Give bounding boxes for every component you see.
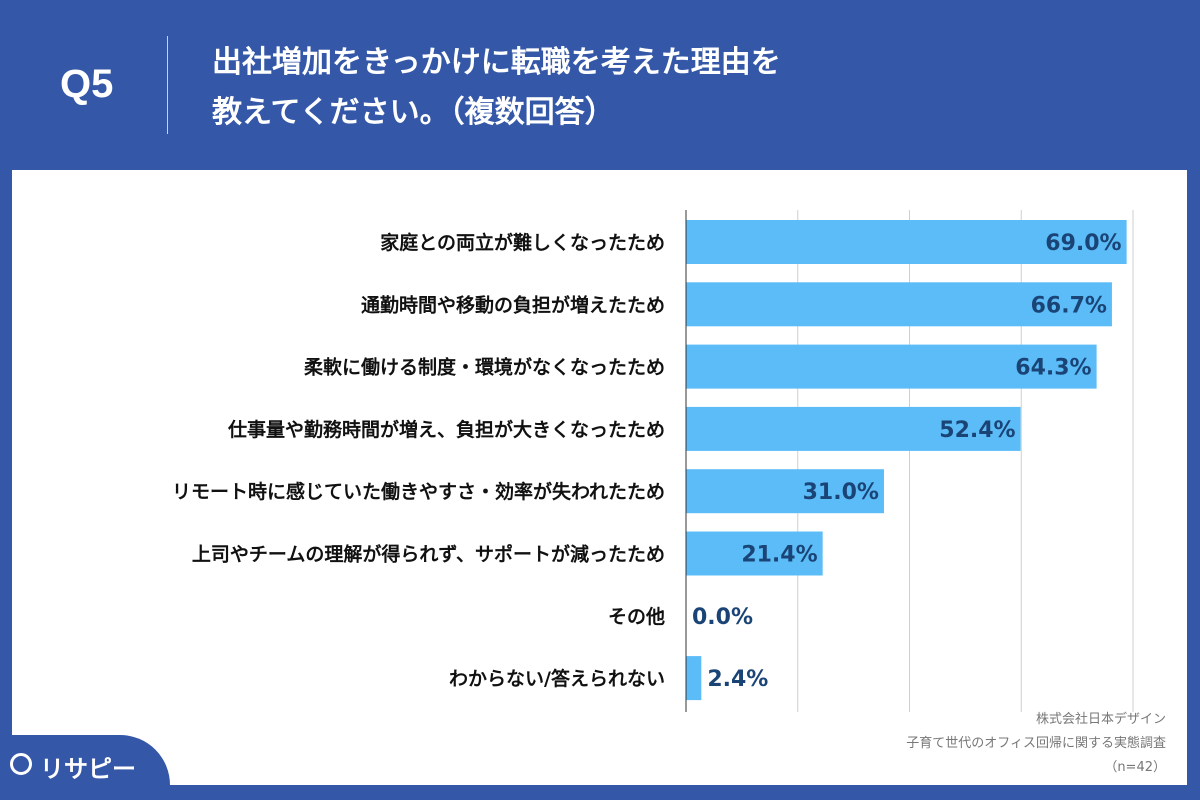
title-line-1: 出社増加をきっかけに転職を考えた理由を (212, 45, 781, 80)
category-label: わからない/答えられない (449, 667, 665, 690)
bar (686, 469, 884, 514)
value-label: 66.7% (1031, 293, 1107, 318)
question-number: Q5 (60, 62, 114, 106)
logo-text: リサピー (40, 755, 136, 783)
title-line-2: 教えてください。（複数回答） (212, 95, 615, 130)
value-label: 2.4% (707, 667, 768, 692)
value-label: 0.0% (692, 605, 753, 630)
logo: リサピー (0, 735, 170, 800)
bar (686, 406, 1021, 451)
category-label: 柔軟に働ける制度・環境がなくなったため (304, 356, 665, 379)
source-survey: 子育て世代のオフィス回帰に関する実態調査 (906, 736, 1166, 751)
value-label: 52.4% (939, 418, 1015, 443)
bar (686, 220, 1127, 264)
value-label: 69.0% (1045, 231, 1121, 256)
value-label: 64.3% (1015, 356, 1091, 381)
bar (686, 656, 702, 701)
map-pin-icon (10, 753, 32, 775)
bar (686, 344, 1097, 389)
category-label: 仕事量や勤務時間が増え、負担が大きくなったため (227, 418, 665, 441)
sample-size: （n=42） (1104, 760, 1166, 775)
value-label: 31.0% (803, 480, 879, 505)
value-label: 21.4% (741, 543, 817, 568)
bar (686, 282, 1112, 327)
category-label: 通勤時間や移動の負担が増えたため (361, 293, 665, 316)
category-label: 上司やチームの理解が得られず、サポートが減ったため (192, 543, 665, 566)
chart-panel (12, 170, 1187, 785)
divider (167, 36, 168, 134)
bar (686, 531, 823, 576)
category-label: その他 (608, 605, 665, 628)
source-company: 株式会社日本デザイン (1035, 712, 1166, 727)
category-label: 家庭との両立が難しくなったため (380, 231, 665, 254)
page-title: 出社増加をきっかけに転職を考えた理由を 教えてください。（複数回答） (212, 38, 781, 138)
source-note: 株式会社日本デザイン 子育て世代のオフィス回帰に関する実態調査 （n=42） (906, 708, 1166, 780)
category-label: リモート時に感じていた働きやすさ・効率が失われたため (172, 480, 665, 503)
